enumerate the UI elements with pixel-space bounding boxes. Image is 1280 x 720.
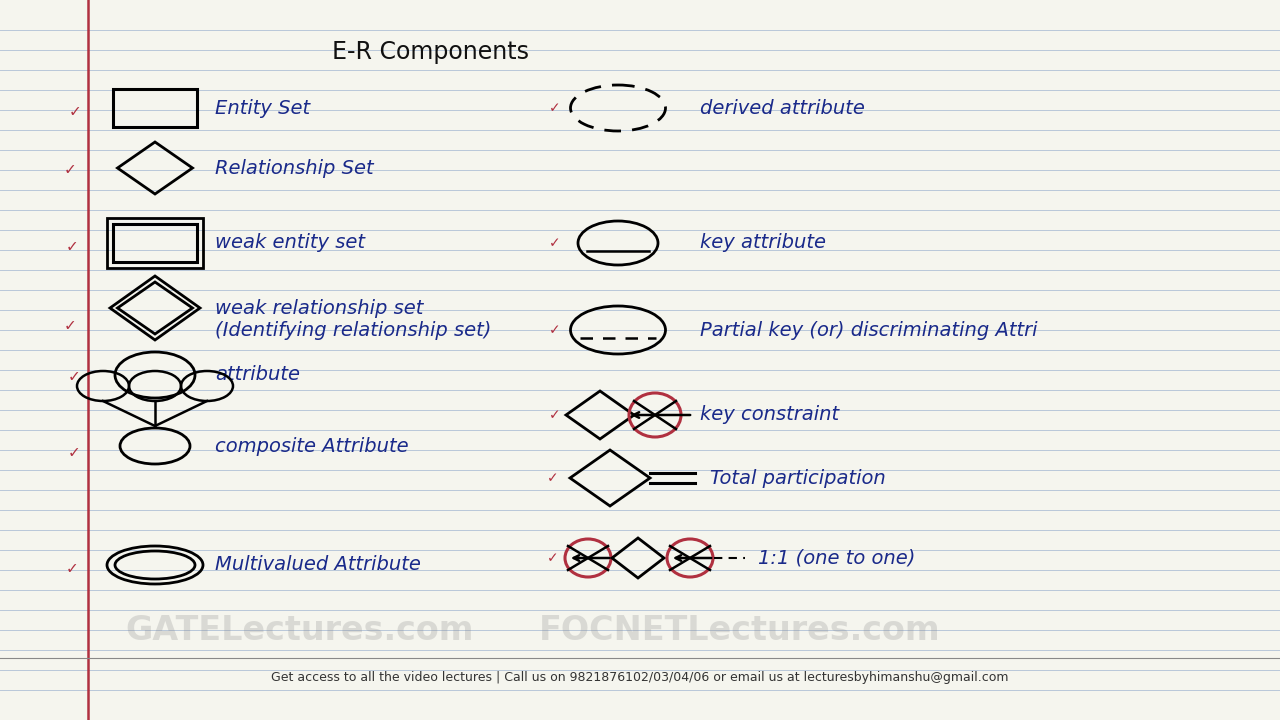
Text: attribute: attribute — [215, 366, 300, 384]
Text: ✓: ✓ — [547, 551, 559, 565]
Text: ✓: ✓ — [549, 408, 561, 422]
Bar — [113, 224, 197, 262]
Text: ✓: ✓ — [65, 240, 78, 254]
Text: ✓: ✓ — [547, 471, 559, 485]
Text: derived attribute: derived attribute — [700, 99, 865, 117]
Bar — [113, 89, 197, 127]
Text: ✓: ✓ — [68, 369, 81, 384]
Text: FOCNETLectures.com: FOCNETLectures.com — [539, 613, 941, 647]
Text: Total participation: Total participation — [710, 469, 886, 487]
Text: (Identifying relationship set): (Identifying relationship set) — [215, 320, 492, 340]
Text: weak relationship set: weak relationship set — [215, 299, 424, 318]
Text: ✓: ✓ — [64, 318, 77, 333]
Text: ✓: ✓ — [549, 101, 561, 115]
Text: ✓: ✓ — [549, 323, 561, 337]
Text: ✓: ✓ — [65, 562, 78, 577]
Text: ✓: ✓ — [68, 446, 81, 461]
Text: Multivalued Attribute: Multivalued Attribute — [215, 556, 421, 575]
Text: ✓: ✓ — [64, 163, 77, 178]
Text: key attribute: key attribute — [700, 233, 826, 253]
Text: key constraint: key constraint — [700, 405, 840, 425]
Text: Partial key (or) discriminating Attri: Partial key (or) discriminating Attri — [700, 320, 1038, 340]
Text: ✓: ✓ — [549, 236, 561, 250]
Text: composite Attribute: composite Attribute — [215, 436, 408, 456]
Text: E-R Components: E-R Components — [332, 40, 529, 64]
Text: ✓: ✓ — [69, 104, 82, 120]
Text: 1:1 (one to one): 1:1 (one to one) — [758, 549, 915, 567]
Text: Relationship Set: Relationship Set — [215, 158, 374, 178]
Bar — [108, 218, 204, 268]
Text: weak entity set: weak entity set — [215, 233, 365, 253]
Text: Entity Set: Entity Set — [215, 99, 310, 117]
Text: Get access to all the video lectures | Call us on 9821876102/03/04/06 or email u: Get access to all the video lectures | C… — [271, 670, 1009, 683]
Text: GATELectures.com: GATELectures.com — [125, 613, 475, 647]
